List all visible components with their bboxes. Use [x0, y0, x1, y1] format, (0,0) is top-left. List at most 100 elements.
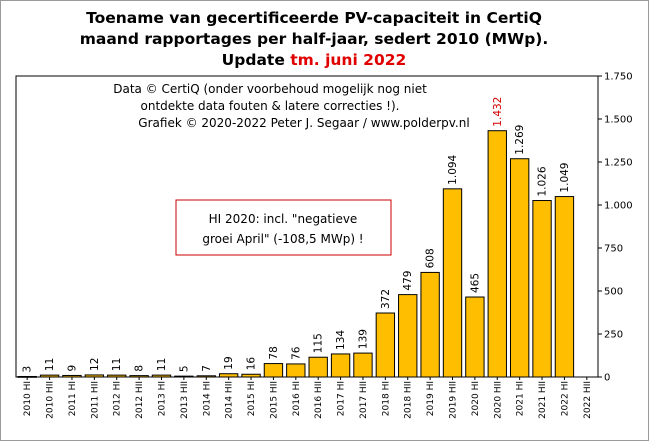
x-tick-label: 2021 HI — [516, 381, 526, 416]
x-tick-label: 2012 HII — [135, 381, 145, 419]
note-line-2: groei April" (-108,5 MWp) ! — [202, 232, 363, 246]
x-tick-label: 2021 HII — [538, 381, 548, 419]
data-label: 76 — [290, 346, 302, 360]
x-tick-label: 2020 HI — [471, 381, 481, 416]
bar — [442, 188, 463, 378]
y-tick-label: 0 — [604, 373, 610, 384]
x-tick-label: 2011 HII — [90, 381, 100, 419]
data-label: 78 — [268, 346, 280, 359]
data-label: 115 — [313, 333, 325, 353]
x-tick-label: 2022 HI — [560, 381, 570, 416]
bar — [241, 373, 261, 378]
x-tick-label: 2015 HI — [247, 381, 257, 416]
bar — [554, 196, 575, 378]
data-label: 11 — [44, 358, 56, 371]
x-axis: 2010 HI 2010 HII 2011 HI 2011 HII 2012 HI 201… — [23, 377, 593, 419]
bar — [151, 374, 172, 378]
bar — [420, 271, 440, 378]
data-label: 1.432 — [492, 97, 504, 127]
bars-layer — [17, 130, 575, 378]
x-tick-label: 2018 HII — [404, 381, 414, 419]
y-tick-label: 1.750 — [604, 72, 633, 83]
data-label: 7 — [201, 365, 213, 372]
bar — [375, 312, 396, 378]
bar — [330, 353, 351, 378]
x-tick-label: 2010 HI — [23, 381, 33, 416]
bar — [39, 374, 60, 378]
data-label: 11 — [156, 358, 168, 371]
x-tick-label: 2019 HII — [449, 381, 459, 419]
bar — [353, 352, 373, 378]
y-tick-label: 1.500 — [604, 115, 633, 126]
chart-title-line-3: Update tm. juni 2022 — [222, 51, 407, 69]
x-tick-label: 2016 HI — [292, 381, 302, 416]
data-label: 11 — [111, 358, 123, 371]
data-label: 9 — [66, 365, 78, 372]
x-tick-label: 2017 HII — [359, 381, 369, 419]
bar — [308, 356, 328, 378]
data-label: 139 — [357, 329, 369, 349]
x-tick-label: 2016 HII — [314, 381, 324, 419]
bar — [218, 373, 239, 378]
chart-title-line-2: maand rapportages per half-jaar, sedert … — [80, 30, 549, 48]
bar — [465, 296, 485, 378]
data-label: 1.026 — [537, 166, 549, 196]
credit-line-1: Data © CertiQ (onder voorbehoud mogelijk… — [113, 82, 427, 96]
x-tick-label: 2013 HI — [158, 381, 168, 416]
data-label: 465 — [469, 273, 481, 293]
y-tick-label: 1.000 — [604, 201, 633, 212]
y-tick-label: 750 — [604, 244, 623, 255]
data-label: 1.049 — [559, 163, 571, 193]
chart-title-line-1: Toename van gecertificeerde PV-capacitei… — [86, 9, 542, 27]
chart-title-update-date: tm. juni 2022 — [290, 51, 406, 69]
bar — [286, 363, 306, 378]
x-tick-label: 2015 HII — [269, 381, 279, 419]
bar — [84, 374, 105, 378]
x-tick-label: 2010 HII — [46, 381, 56, 419]
bar — [129, 375, 149, 378]
x-tick-label: 2018 HI — [381, 381, 391, 416]
x-tick-label: 2014 HII — [225, 381, 235, 419]
y-tick-label: 1.250 — [604, 158, 633, 169]
note-box — [175, 199, 392, 256]
data-label: 479 — [402, 271, 414, 291]
data-label: 1.269 — [514, 125, 526, 155]
bar — [196, 375, 216, 378]
bar — [107, 374, 127, 378]
data-label: 12 — [89, 358, 101, 371]
bar — [174, 375, 194, 378]
chart-title-update-prefix: Update — [222, 51, 291, 69]
data-label: 372 — [380, 289, 392, 309]
x-tick-label: 2022 HII — [583, 381, 593, 419]
bar — [509, 158, 530, 378]
x-tick-label: 2014 HI — [202, 381, 212, 416]
bar — [62, 374, 82, 378]
data-label: 134 — [335, 330, 347, 350]
data-label: 19 — [223, 356, 235, 369]
bar — [487, 130, 507, 378]
x-tick-label: 2011 HI — [68, 381, 78, 416]
bar — [532, 200, 552, 378]
x-tick-label: 2019 HI — [426, 381, 436, 416]
x-tick-label: 2017 HI — [337, 381, 347, 416]
data-label: 1.094 — [447, 154, 459, 184]
x-tick-label: 2012 HI — [113, 381, 123, 416]
x-tick-label: 2020 HII — [493, 381, 503, 419]
x-tick-label: 2013 HII — [180, 381, 190, 419]
credit-line-2: ontdekte data fouten & latere correcties… — [141, 99, 400, 113]
data-label: 16 — [246, 357, 258, 371]
note-line-1: HI 2020: incl. "negatieve — [209, 212, 358, 226]
y-tick-label: 250 — [604, 330, 623, 341]
y-tick-label: 500 — [604, 287, 623, 298]
credit-line-3: Grafiek © 2020-2022 Peter J. Segaar / ww… — [138, 116, 469, 130]
y-axis: 0 250 500 750 1.000 1.250 1.500 1.750 — [598, 72, 633, 384]
data-label: 608 — [425, 248, 437, 268]
data-label: 5 — [178, 365, 190, 372]
bar — [398, 294, 418, 378]
data-label: 3 — [22, 366, 34, 373]
data-label: 8 — [134, 365, 146, 372]
bar — [263, 363, 284, 378]
